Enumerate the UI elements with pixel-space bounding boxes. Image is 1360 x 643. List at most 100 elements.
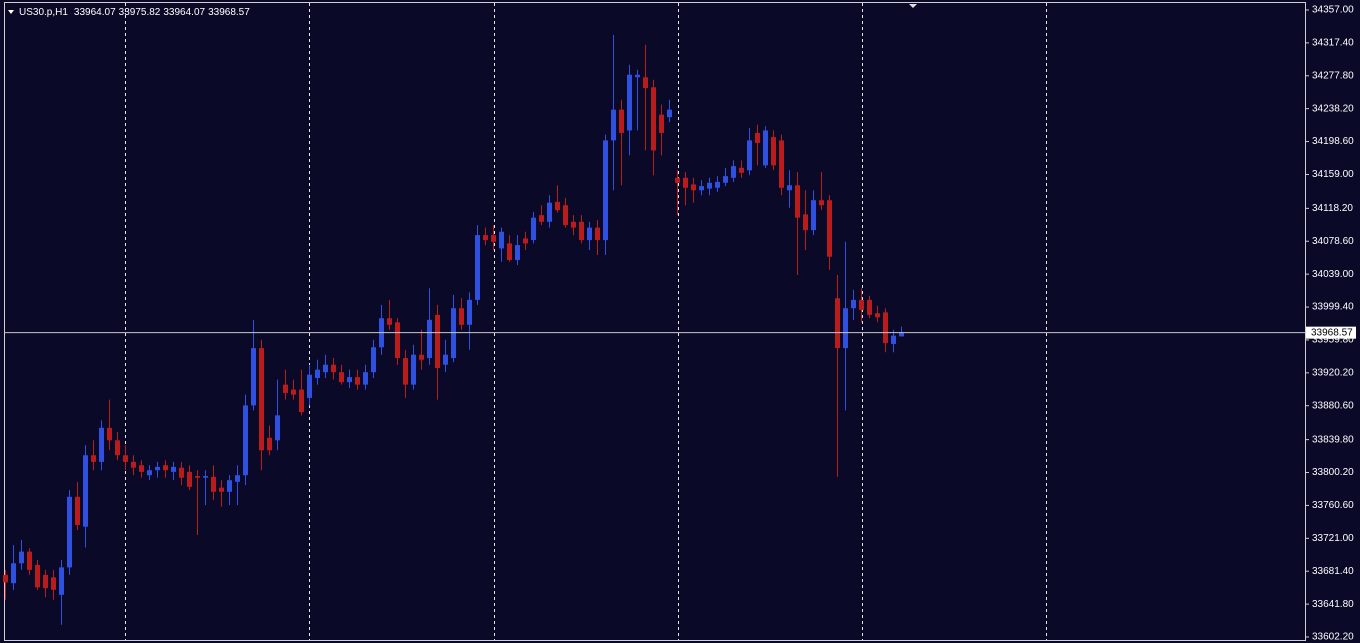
candle-body xyxy=(531,217,536,241)
y-tick-label: 33681.40 xyxy=(1312,566,1354,577)
candle-body xyxy=(387,318,392,325)
price-axis: 34357.00 34317.40 34277.80 34238.20 34198.60… xyxy=(1305,5,1356,643)
candle-body xyxy=(483,235,488,241)
candle-body xyxy=(187,471,192,487)
candle-body xyxy=(427,319,432,359)
candle-body xyxy=(243,405,248,476)
candle-body xyxy=(611,109,616,141)
candle-body xyxy=(731,166,736,178)
candle-body xyxy=(219,487,224,492)
candle-body xyxy=(771,137,776,166)
candle-body xyxy=(491,235,496,242)
candle-body xyxy=(475,235,480,300)
price-label-box xyxy=(1306,326,1356,339)
plot-frame xyxy=(4,2,1306,641)
candle-body xyxy=(459,308,464,325)
candle-body xyxy=(139,465,144,472)
candle-body xyxy=(659,114,664,133)
candle-body xyxy=(779,140,784,188)
candle-body xyxy=(707,182,712,189)
candle-body xyxy=(355,377,360,385)
candle-body xyxy=(99,427,104,462)
candle-body xyxy=(299,389,304,413)
candle-body xyxy=(851,299,856,309)
candle-body xyxy=(467,299,472,325)
candle-body xyxy=(331,364,336,373)
candle-body xyxy=(435,314,440,369)
candle-body xyxy=(755,132,760,143)
y-tick-label: 33839.80 xyxy=(1312,434,1354,445)
y-tick-label: 33959.80 xyxy=(1312,335,1354,346)
candle-body xyxy=(83,455,88,527)
candle-body xyxy=(259,348,264,451)
candle-body xyxy=(227,480,232,492)
candle-body xyxy=(315,369,320,378)
candle-body xyxy=(251,348,256,406)
candle-body xyxy=(507,243,512,261)
candle-body xyxy=(283,384,288,393)
menu-arrow xyxy=(8,10,14,14)
candle-body xyxy=(667,109,672,118)
candle-body xyxy=(267,437,272,451)
candle-body xyxy=(859,299,864,310)
candle-body xyxy=(59,567,64,595)
candle-body xyxy=(883,312,888,344)
candle-body xyxy=(371,347,376,373)
candle-body xyxy=(107,427,112,441)
candle-body xyxy=(19,551,24,564)
candle-body xyxy=(123,455,128,462)
candle-body xyxy=(683,177,688,188)
candle-body xyxy=(747,140,752,171)
candle-body xyxy=(43,574,48,589)
candle-body xyxy=(443,354,448,365)
candle-body xyxy=(619,109,624,133)
candle-body xyxy=(499,231,504,249)
candle-body xyxy=(715,181,720,188)
y-tick-label: 34357.00 xyxy=(1312,5,1354,16)
candle-body xyxy=(211,476,216,492)
candle-body xyxy=(835,298,840,349)
candle-body xyxy=(891,335,896,344)
candle-body xyxy=(603,140,608,241)
candle-body xyxy=(635,74,640,78)
candle-body xyxy=(419,354,424,360)
candle-body xyxy=(395,322,400,359)
candle-body xyxy=(131,461,136,468)
candle-body xyxy=(587,227,592,241)
candle-body xyxy=(803,214,808,231)
y-tick-label: 33880.60 xyxy=(1312,400,1354,411)
candle-body xyxy=(339,372,344,383)
candle-body xyxy=(843,308,848,349)
candle-body xyxy=(579,221,584,241)
candle-body xyxy=(363,372,368,385)
last-close: 33968.57 xyxy=(208,7,250,18)
y-tick-label: 33760.60 xyxy=(1312,500,1354,511)
y-tick-label: 33999.40 xyxy=(1312,302,1354,313)
candle-body xyxy=(179,467,184,478)
candle-body xyxy=(627,74,632,131)
shift-marker xyxy=(909,4,917,8)
candle-body xyxy=(11,563,16,584)
candle-body xyxy=(91,455,96,462)
candle-body xyxy=(827,200,832,257)
candle-body xyxy=(291,389,296,395)
candle-body xyxy=(763,130,768,166)
candle-body xyxy=(675,177,680,183)
candle-body xyxy=(547,202,552,222)
candle-body xyxy=(155,466,160,471)
candle-body xyxy=(899,332,904,337)
chart-header: US30.p,H1 33964.07 33975.82 33964.07 33968.5… xyxy=(19,7,250,18)
candle-body xyxy=(403,358,408,385)
candle-body xyxy=(347,377,352,383)
candle-body xyxy=(795,185,800,218)
candle-body xyxy=(867,299,872,315)
candle-body xyxy=(27,551,32,570)
y-tick-label: 33920.20 xyxy=(1312,367,1354,378)
candle-body xyxy=(651,87,656,151)
candle-body xyxy=(539,215,544,222)
candle-body xyxy=(115,440,120,456)
candle-body xyxy=(147,470,152,476)
candle-body xyxy=(51,577,56,590)
